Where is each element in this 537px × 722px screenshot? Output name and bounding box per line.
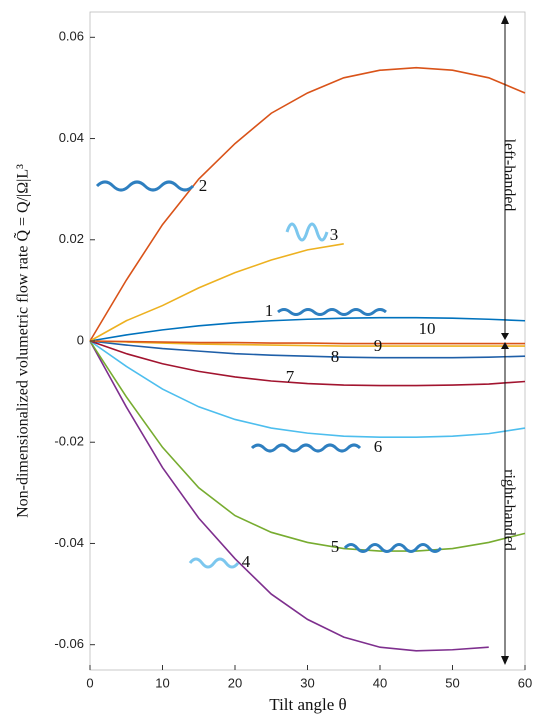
series-line — [89, 340, 526, 387]
x-tick-label: 60 — [518, 675, 532, 690]
plot-area — [89, 11, 526, 671]
series-line — [89, 316, 526, 342]
x-tick-label: 0 — [86, 675, 93, 690]
series-label: 9 — [374, 336, 383, 355]
series-label: 10 — [419, 319, 436, 338]
series-label: 4 — [242, 552, 251, 571]
y-tick-label: -0.06 — [54, 636, 84, 651]
series-label: 8 — [331, 347, 340, 366]
series-line — [89, 340, 525, 347]
x-axis-label: Tilt angle θ — [269, 695, 346, 714]
arrow-head — [501, 15, 509, 665]
x-tick-label: 30 — [300, 675, 314, 690]
x-tick-label: 40 — [373, 675, 387, 690]
helix-icon — [95, 180, 195, 192]
series-label: 3 — [330, 225, 339, 244]
series-line — [89, 340, 526, 359]
series-label: 5 — [331, 537, 340, 556]
series-line — [89, 243, 344, 342]
y-tick-label: 0.06 — [59, 29, 84, 44]
y-tick-label: 0.04 — [59, 130, 84, 145]
helix-icon — [277, 308, 387, 316]
helix-icon — [188, 557, 240, 569]
helix-icon — [285, 222, 329, 242]
series-label: 7 — [286, 367, 295, 386]
annotation: right-handed — [500, 469, 517, 551]
annotation: left-handed — [500, 139, 517, 212]
series-label: 1 — [265, 301, 274, 320]
series-line — [89, 340, 526, 438]
helix-icon — [250, 443, 362, 453]
series-line — [89, 66, 526, 342]
y-tick-label: -0.04 — [54, 535, 84, 550]
y-tick-label: 0 — [77, 332, 84, 347]
x-tick-label: 20 — [228, 675, 242, 690]
series-line — [89, 340, 489, 652]
x-tick-label: 50 — [445, 675, 459, 690]
series-line — [89, 340, 526, 552]
y-tick-label: -0.02 — [54, 434, 84, 449]
series-label: 2 — [199, 176, 208, 195]
series-line — [89, 340, 525, 345]
series-label: 6 — [374, 437, 383, 456]
x-tick-label: 10 — [155, 675, 169, 690]
y-tick-label: 0.02 — [59, 231, 84, 246]
y-axis-label: Non-dimensionalized volumetric flow rate… — [13, 164, 31, 518]
helix-icon — [343, 543, 443, 553]
